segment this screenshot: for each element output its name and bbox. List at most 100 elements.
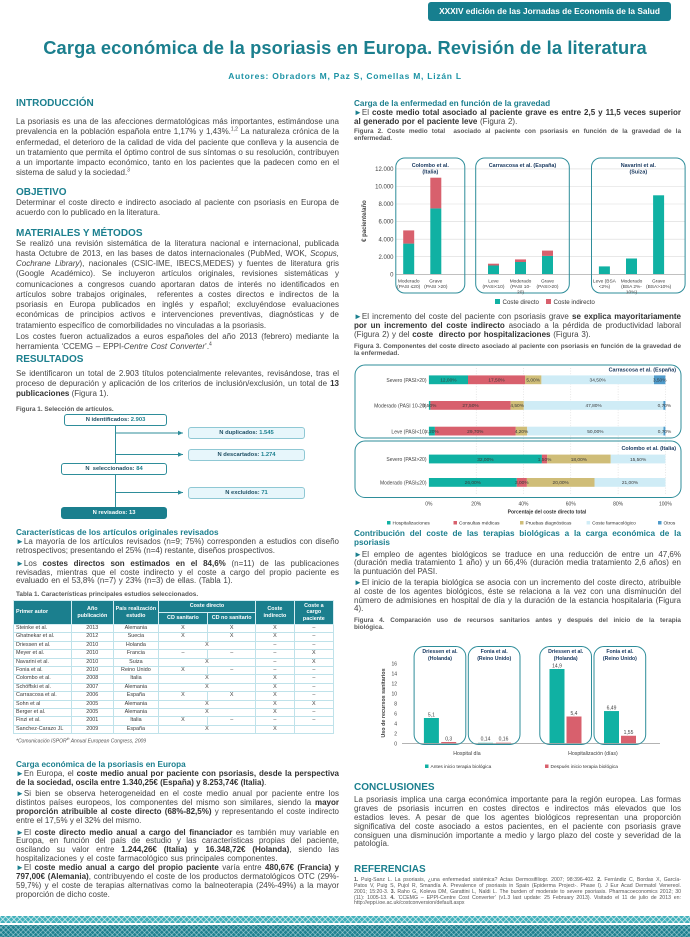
svg-text:0,14: 0,14: [481, 737, 491, 743]
svg-text:0: 0: [394, 742, 397, 748]
svg-text:(PASI 10-: (PASI 10-: [510, 284, 531, 290]
svg-text:6,49: 6,49: [607, 705, 617, 711]
svg-text:0,70%: 0,70%: [658, 403, 672, 409]
svg-text:Driessen et al.: Driessen et al.: [422, 649, 458, 655]
svg-text:(PASI >20): (PASI >20): [424, 284, 448, 290]
svg-text:Grave: Grave: [541, 279, 554, 285]
svg-text:21,00%: 21,00%: [622, 480, 639, 486]
svg-text:0,70%: 0,70%: [658, 429, 672, 435]
svg-text:12: 12: [391, 682, 397, 688]
svg-text:3,00%: 3,00%: [515, 480, 529, 486]
svg-text:Leve (PASI<10): Leve (PASI<10): [391, 430, 426, 436]
svg-text:Antes inicio terapia biológica: Antes inicio terapia biológica: [431, 764, 492, 770]
svg-text:1,50%: 1,50%: [538, 457, 552, 463]
svg-text:15,50%: 15,50%: [630, 457, 647, 463]
svg-text:29,70%: 29,70%: [467, 429, 484, 435]
svg-text:5,00%: 5,00%: [526, 378, 540, 384]
svg-text:(PASI ≤20): (PASI ≤20): [397, 284, 420, 290]
svg-text:1,55: 1,55: [624, 730, 634, 736]
svg-text:5,1: 5,1: [428, 712, 435, 718]
svg-text:10.000: 10.000: [375, 185, 394, 191]
svg-text:10: 10: [391, 692, 397, 698]
svg-text:50,00%: 50,00%: [587, 429, 604, 435]
svg-text:34,50%: 34,50%: [590, 378, 607, 384]
svg-text:Severo (PASI>20): Severo (PASI>20): [386, 378, 426, 384]
svg-text:2,20%: 2,20%: [425, 429, 439, 435]
svg-text:40%: 40%: [518, 502, 529, 508]
svg-text:Colombo et al. (Italia): Colombo et al. (Italia): [621, 446, 676, 452]
svg-text:<2%): <2%): [599, 284, 611, 290]
svg-text:Moderado (PASI≤20): Moderado (PASI≤20): [380, 481, 427, 487]
svg-text:14,9: 14,9: [552, 663, 562, 669]
svg-text:Moderado: Moderado: [398, 279, 420, 285]
svg-text:Después inicio terapia biológi: Después inicio terapia biológica: [551, 764, 619, 770]
svg-text:47,80%: 47,80%: [585, 403, 602, 409]
svg-text:Leve: Leve: [488, 279, 499, 285]
svg-text:(Suiza): (Suiza): [629, 170, 647, 176]
svg-text:4.000: 4.000: [378, 237, 394, 243]
svg-text:Hospital día: Hospital día: [453, 751, 481, 757]
svg-text:Moderado: Moderado: [621, 279, 643, 285]
svg-text:0%: 0%: [425, 502, 433, 508]
svg-text:Grave: Grave: [429, 279, 442, 285]
svg-text:12,00%: 12,00%: [440, 378, 457, 384]
svg-text:(Italia): (Italia): [422, 170, 438, 176]
svg-text:4,50%: 4,50%: [510, 403, 524, 409]
svg-text:17,50%: 17,50%: [488, 378, 505, 384]
svg-text:0: 0: [390, 272, 394, 278]
svg-text:4: 4: [394, 722, 397, 728]
svg-text:Colombo et al.: Colombo et al.: [412, 163, 450, 169]
svg-text:80%: 80%: [613, 502, 624, 508]
svg-text:Coste farmacológico: Coste farmacológico: [592, 521, 636, 527]
svg-text:Uso de recursos sanitarios: Uso de recursos sanitarios: [381, 668, 387, 737]
svg-text:(BSA>10%): (BSA>10%): [646, 284, 672, 290]
svg-text:(Holanda): (Holanda): [554, 656, 578, 662]
svg-text:60%: 60%: [566, 502, 577, 508]
svg-text:8: 8: [394, 702, 397, 708]
svg-text:Fonia et al.: Fonia et al.: [481, 649, 509, 655]
svg-text:Consultas médicas: Consultas médicas: [459, 521, 500, 527]
svg-text:Driessen et al.: Driessen et al.: [548, 649, 584, 655]
svg-text:Coste directo: Coste directo: [503, 299, 540, 306]
svg-text:100%: 100%: [659, 502, 672, 508]
svg-text:20,00%: 20,00%: [553, 480, 570, 486]
svg-text:20%: 20%: [471, 502, 482, 508]
svg-text:20): 20): [517, 290, 524, 296]
svg-text:Carrascosa et al. (España): Carrascosa et al. (España): [609, 368, 677, 374]
svg-text:€ paciente/año: € paciente/año: [362, 200, 368, 242]
svg-text:Otros: Otros: [664, 521, 676, 527]
svg-text:(PASI<10): (PASI<10): [483, 284, 505, 290]
svg-text:2.000: 2.000: [378, 255, 394, 261]
svg-text:Navarini et al.: Navarini et al.: [621, 163, 657, 169]
svg-text:Hospitalización (días): Hospitalización (días): [568, 751, 618, 757]
svg-text:(Reino Unido): (Reino Unido): [603, 656, 637, 662]
svg-text:0,3: 0,3: [445, 736, 452, 742]
svg-text:0,16: 0,16: [499, 737, 509, 743]
svg-text:Carrascosa et al. (España): Carrascosa et al. (España): [489, 163, 557, 169]
svg-text:3,50%: 3,50%: [653, 378, 667, 384]
svg-text:Pruebas diagnósticas: Pruebas diagnósticas: [526, 521, 572, 527]
svg-text:0,50%: 0,50%: [423, 403, 437, 409]
svg-text:Fonia et al.: Fonia et al.: [606, 649, 634, 655]
svg-text:Coste indirecto: Coste indirecto: [554, 299, 596, 306]
svg-text:4,20%: 4,20%: [515, 429, 529, 435]
svg-text:Porcentaje del coste directo t: Porcentaje del coste directo total: [508, 510, 587, 516]
svg-text:(PASI>20): (PASI>20): [537, 284, 559, 290]
svg-text:2: 2: [394, 732, 397, 738]
svg-text:14: 14: [391, 672, 397, 678]
svg-text:5,4: 5,4: [571, 711, 578, 717]
svg-text:18,00%: 18,00%: [571, 457, 588, 463]
svg-text:(Holanda): (Holanda): [428, 656, 452, 662]
svg-text:6.000: 6.000: [378, 220, 394, 226]
svg-text:8.000: 8.000: [378, 202, 394, 208]
svg-text:12.000: 12.000: [375, 167, 394, 173]
svg-text:27,50%: 27,50%: [462, 403, 479, 409]
svg-text:Severo (PASI>20): Severo (PASI>20): [386, 457, 426, 463]
svg-text:6: 6: [394, 712, 397, 718]
svg-text:Hospitalizaciones: Hospitalizaciones: [393, 521, 431, 527]
svg-text:10%): 10%): [626, 290, 638, 296]
svg-text:Grave: Grave: [652, 279, 665, 285]
svg-text:Moderado: Moderado: [510, 279, 532, 285]
svg-text:26,00%: 26,00%: [465, 480, 482, 486]
svg-text:16: 16: [391, 662, 397, 668]
